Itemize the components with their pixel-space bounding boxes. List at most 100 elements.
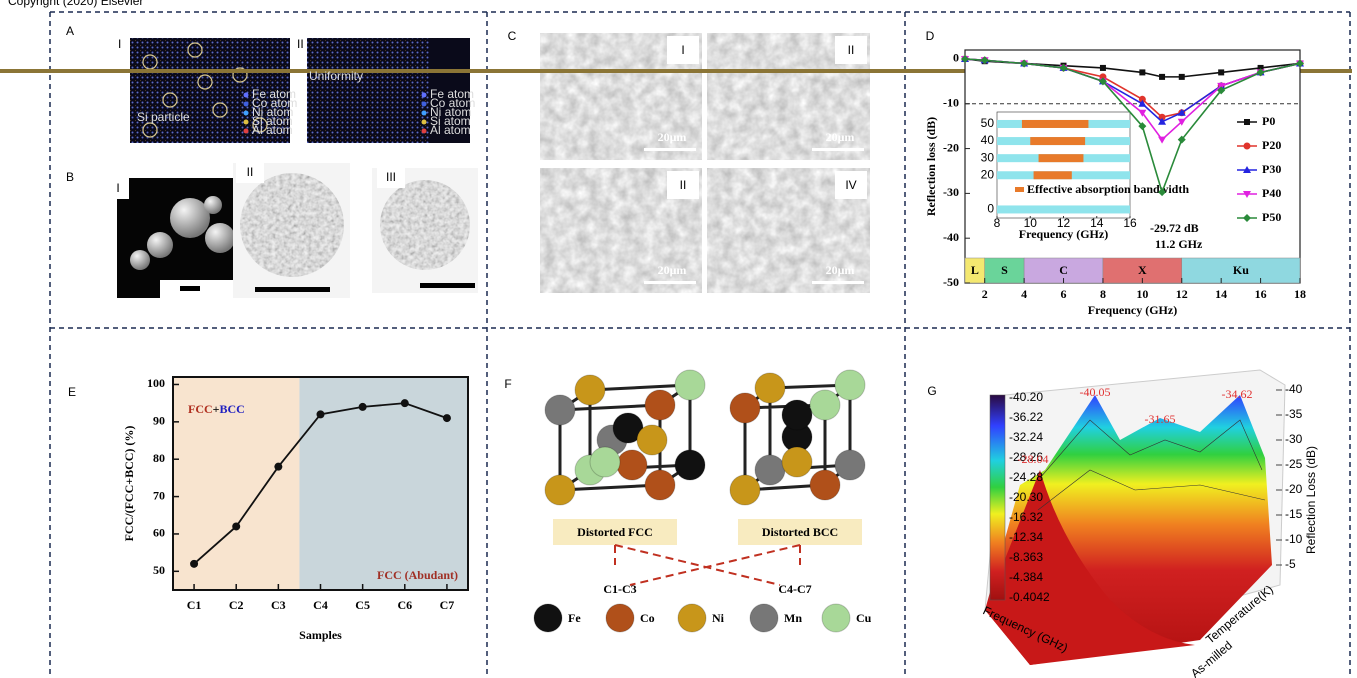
marker — [961, 54, 969, 63]
label-box — [497, 22, 527, 50]
legend-atom — [821, 603, 851, 633]
label-box — [55, 17, 85, 45]
peak-label: -31.65 — [1145, 412, 1176, 426]
marker — [1138, 99, 1147, 107]
y-tick-label: 80 — [153, 451, 165, 465]
inset-y-tick-label: 40 — [981, 133, 995, 147]
sub-label: II — [297, 37, 304, 51]
copyright: Copyright (2020) Elsevier — [8, 0, 143, 8]
annotation: Si particle — [137, 110, 190, 124]
legend-dot — [421, 92, 427, 98]
marker — [1158, 117, 1167, 125]
legend-dot — [421, 101, 427, 107]
legend-label: Cu — [856, 611, 872, 625]
legend-atom — [677, 603, 707, 633]
band — [1181, 257, 1301, 284]
scale-bar-label: 20μm — [658, 263, 687, 277]
y-tick-label: 90 — [153, 414, 165, 428]
label-box — [917, 377, 947, 405]
legend-label: Ni atom — [430, 105, 471, 119]
atom — [834, 449, 866, 481]
marker — [1099, 64, 1106, 71]
legend-dot — [243, 92, 249, 98]
y-axis-title: Reflection loss (dB) — [924, 117, 938, 216]
inset-bar — [1030, 137, 1086, 146]
atom — [754, 372, 786, 404]
marker — [1059, 63, 1068, 72]
marker — [980, 56, 989, 65]
inset-x-tick-label: 10 — [1024, 216, 1038, 230]
atom — [754, 454, 786, 486]
z-tick-label: -40 — [1285, 382, 1303, 396]
marker — [1159, 73, 1166, 80]
y-tick-label: -50 — [943, 275, 959, 289]
inset-y-tick-label: 30 — [981, 150, 995, 164]
point — [232, 522, 241, 531]
z-tick-label: -15 — [1285, 507, 1303, 521]
arrows — [614, 544, 801, 586]
sub-label: II — [848, 43, 855, 57]
label-box — [835, 171, 867, 199]
colorbar-label: -28.26 — [1009, 450, 1043, 464]
sub-label: I — [681, 43, 684, 57]
label-box — [493, 370, 523, 398]
legend-dot — [243, 119, 249, 125]
marker — [1138, 95, 1146, 103]
annotation-part: BCC — [220, 402, 245, 416]
legend-dot — [421, 110, 427, 116]
x-tick-label: C7 — [440, 598, 455, 612]
layout-grid — [49, 11, 1351, 678]
legend-label: P30 — [1262, 162, 1281, 176]
scale-bar — [812, 281, 864, 284]
panel-a-images — [130, 38, 470, 143]
inset-y-tick-label: 50 — [981, 116, 995, 130]
inset-plot — [996, 111, 1131, 219]
group-label: C4-C7 — [778, 582, 811, 596]
sub-label: II — [247, 165, 254, 179]
y-axis-title: FCC/(FCC+BCC) (%) — [122, 426, 136, 542]
marker — [1243, 166, 1251, 173]
annotation: -29.72 dB — [1150, 221, 1199, 235]
atom — [674, 369, 706, 401]
marker — [1139, 69, 1146, 76]
peak-label: -28.04 — [1018, 452, 1049, 466]
marker — [1158, 188, 1167, 197]
label-box — [55, 163, 85, 191]
legend-label: P0 — [1262, 114, 1275, 128]
panel-label: B — [66, 170, 74, 184]
inset-y-tick-label: 20 — [981, 167, 995, 181]
x-tick-label: C2 — [229, 598, 244, 612]
x-tick-label: 6 — [1061, 287, 1067, 301]
colorbar-label: -24.28 — [1009, 470, 1043, 484]
z-tick-label: -20 — [1285, 482, 1303, 496]
legend-label: Al atom — [430, 123, 471, 137]
atom — [574, 374, 606, 406]
label-box — [57, 378, 87, 406]
marker — [1177, 108, 1186, 116]
atom — [544, 394, 576, 426]
sub-label: II — [680, 178, 687, 192]
colorbar-label: -12.34 — [1009, 530, 1043, 544]
legend-label: Co atom — [252, 96, 297, 110]
marker — [1138, 109, 1147, 117]
panel-g-surface — [984, 369, 1286, 665]
x-tick-label: 12 — [1176, 287, 1188, 301]
atom — [809, 469, 841, 501]
band-label: C — [1059, 263, 1068, 277]
x-tick-label: 14 — [1215, 287, 1227, 301]
x-tick-label: C1 — [187, 598, 202, 612]
panel-c-images — [540, 33, 870, 293]
legend-atom — [605, 603, 635, 633]
inset-y-tick-label: 0 — [987, 202, 994, 216]
legend-dot — [243, 101, 249, 107]
group-label: C1-C3 — [603, 582, 636, 596]
y-tick-label: 0 — [953, 51, 959, 65]
band-label: X — [1138, 263, 1147, 277]
marker — [1257, 64, 1264, 71]
scale-bar — [812, 148, 864, 151]
marker — [1296, 59, 1304, 68]
band-label: L — [971, 263, 979, 277]
legend-label: P50 — [1262, 210, 1281, 224]
colorbar-label: -0.4042 — [1009, 590, 1050, 604]
legend-label: P20 — [1262, 138, 1281, 152]
